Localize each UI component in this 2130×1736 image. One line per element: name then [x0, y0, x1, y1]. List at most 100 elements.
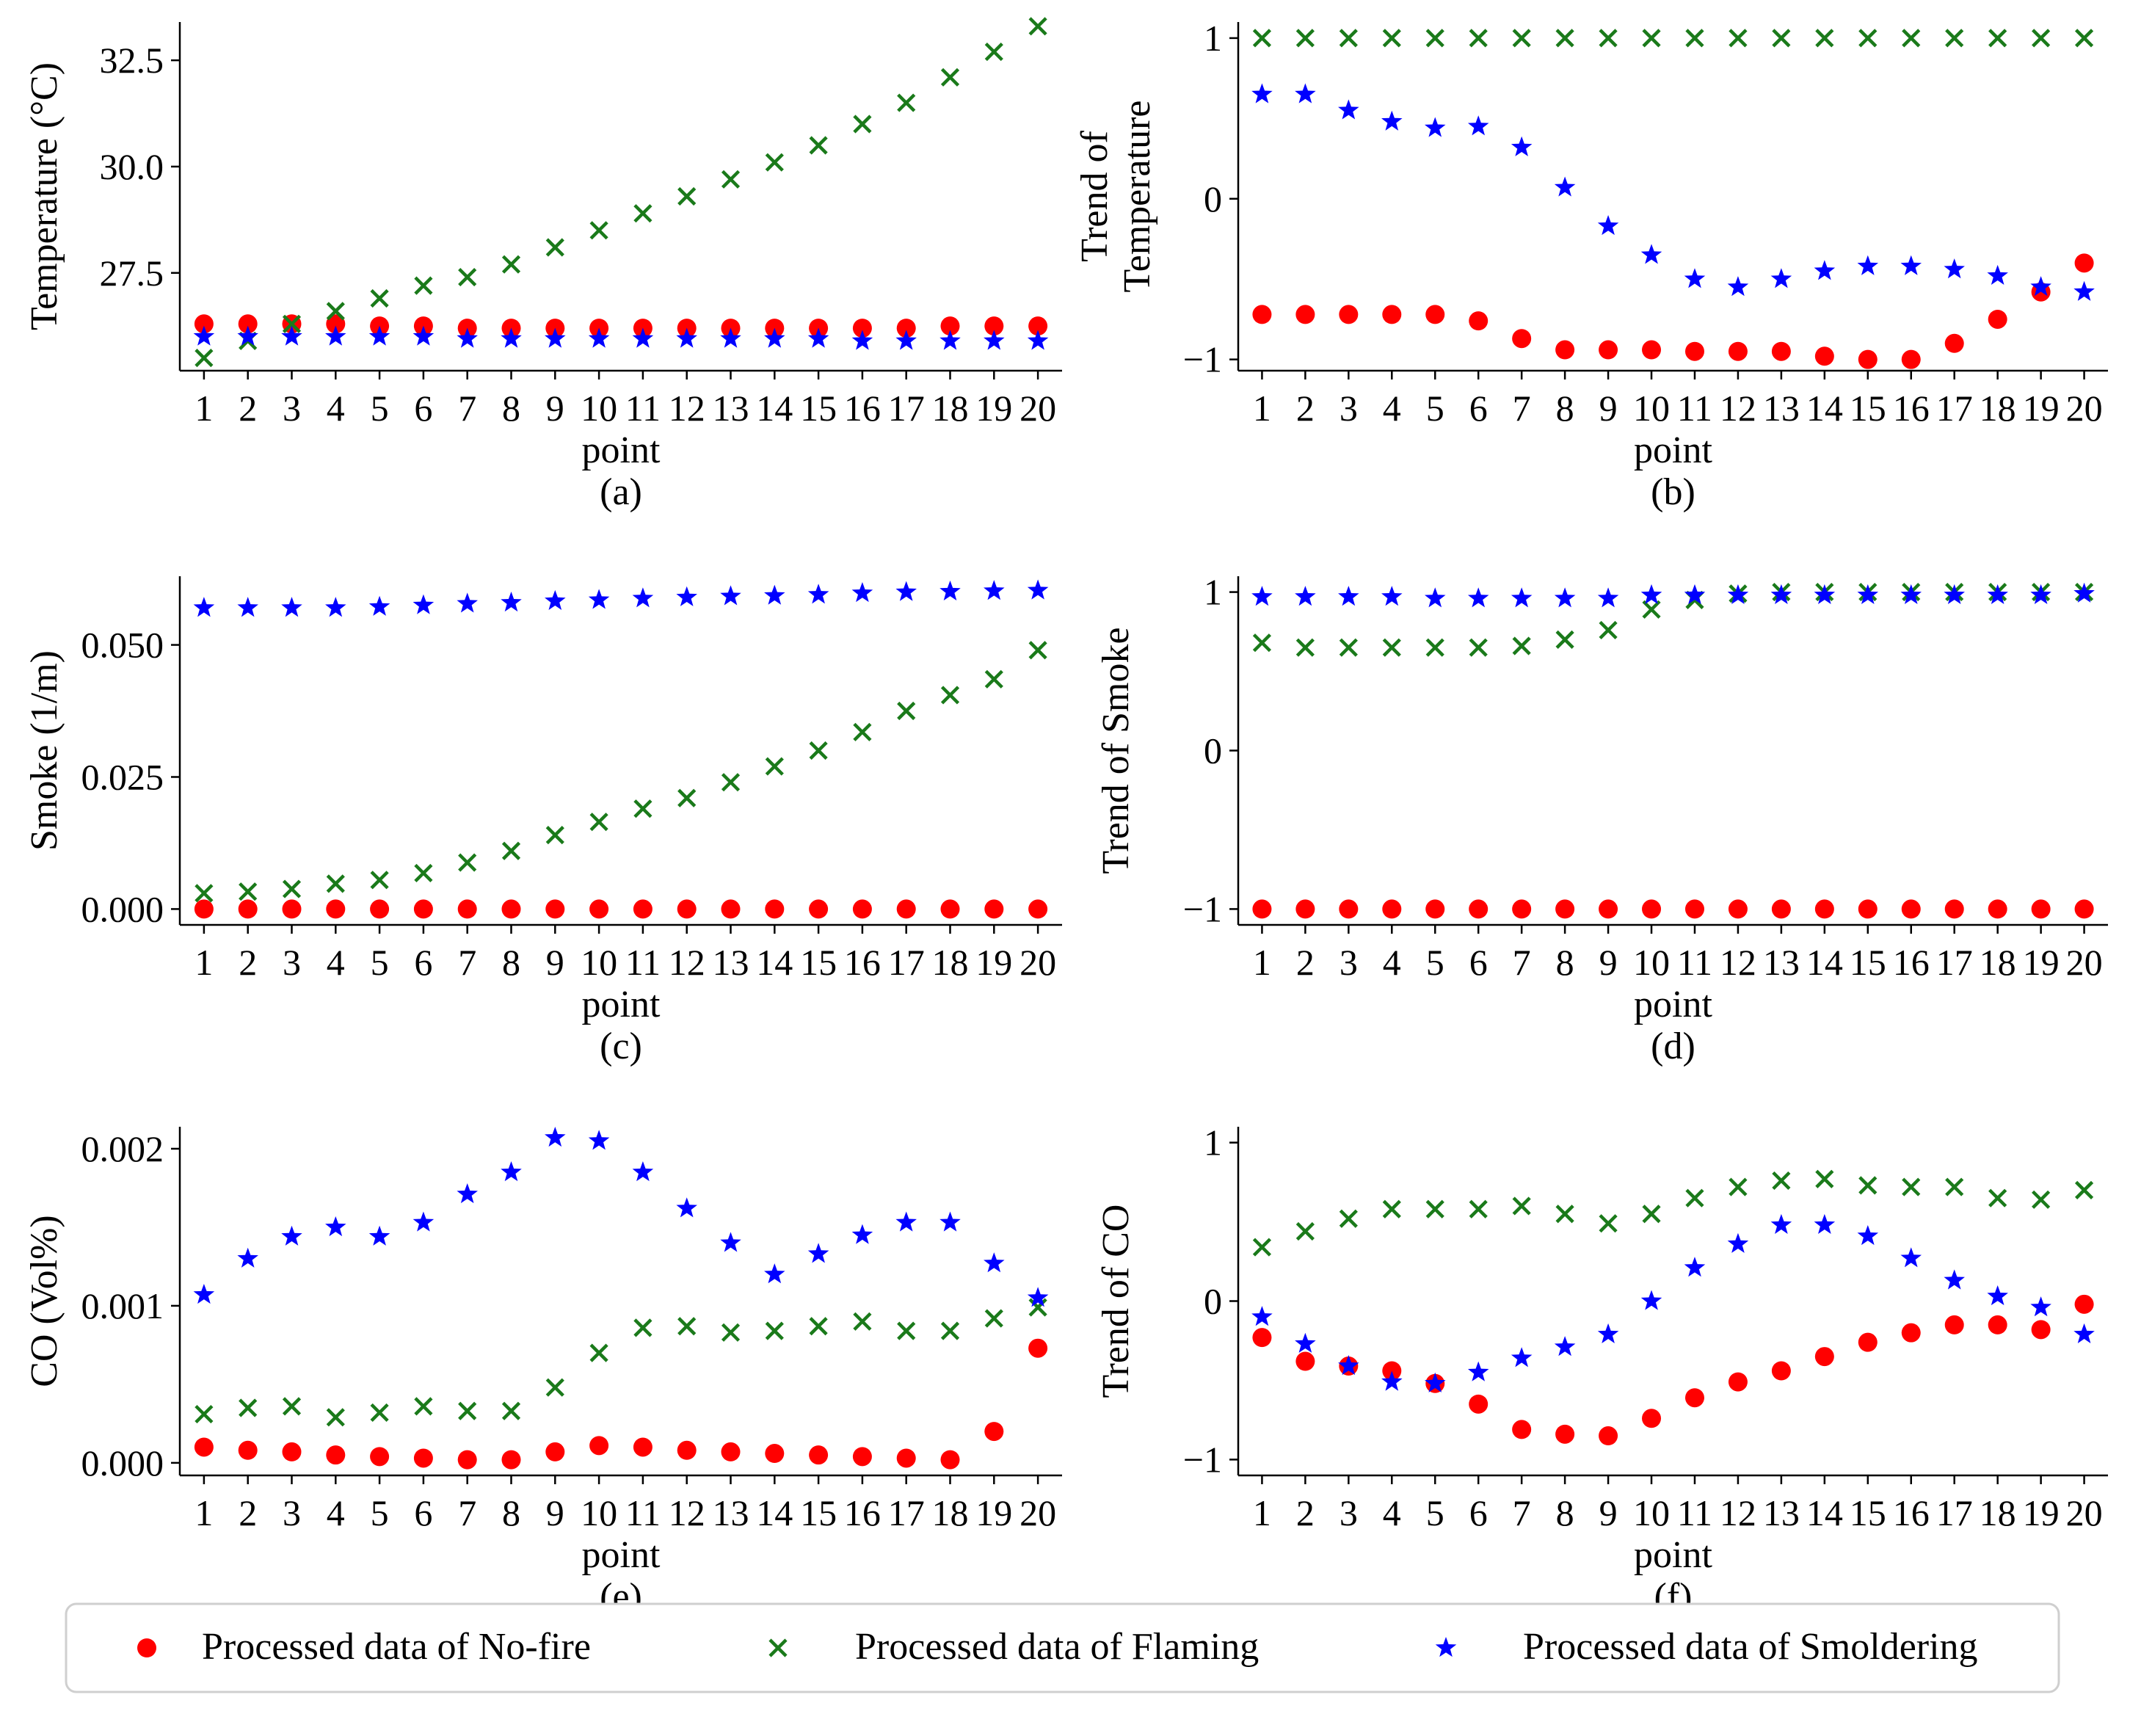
x-tick-label: 17 — [1936, 1492, 1973, 1533]
data-point-nofire — [1028, 1338, 1048, 1358]
data-point-flaming — [809, 136, 828, 155]
data-point-flaming — [1945, 29, 1964, 48]
y-axis-label: CO (Vol%) — [23, 1215, 65, 1387]
data-point-nofire — [1339, 305, 1359, 324]
data-point-smoldering — [1027, 579, 1049, 600]
x-tick-label: 14 — [1806, 388, 1843, 429]
data-point-flaming — [2032, 29, 2051, 48]
x-tick-label: 5 — [371, 942, 389, 983]
data-point-nofire — [1988, 309, 2007, 329]
x-tick-label: 1 — [1253, 1492, 1271, 1533]
data-point-nofire — [633, 1437, 653, 1457]
x-tick-label: 13 — [713, 388, 749, 429]
data-point-flaming — [984, 42, 1003, 62]
x-tick-label: 5 — [371, 388, 389, 429]
x-tick-label: 15 — [1850, 1492, 1886, 1533]
data-point-flaming — [1425, 638, 1444, 657]
data-point-nofire — [457, 899, 477, 919]
data-point-nofire — [413, 899, 433, 919]
data-point-smoldering — [1467, 587, 1489, 608]
x-tick-label: 18 — [1980, 1492, 2016, 1533]
series-flaming — [1252, 1169, 2094, 1257]
data-point-nofire — [1339, 899, 1359, 919]
data-point-smoldering — [676, 327, 697, 348]
panel-caption: (a) — [600, 471, 642, 513]
data-point-smoldering — [1554, 1336, 1576, 1357]
x-tick-label: 1 — [1253, 388, 1271, 429]
y-axis-label: Trend of Smoke — [1095, 627, 1137, 874]
data-point-flaming — [1772, 1171, 1791, 1191]
x-tick-label: 19 — [975, 1492, 1012, 1533]
data-point-smoldering — [895, 330, 917, 350]
x-tick-label: 11 — [1677, 388, 1712, 429]
data-point-smoldering — [1770, 268, 1792, 288]
data-point-nofire — [1858, 1332, 1878, 1352]
y-tick-label: −1 — [1183, 1439, 1222, 1480]
data-point-smoldering — [1987, 1285, 2008, 1306]
x-tick-label: 2 — [239, 942, 257, 983]
data-point-nofire — [282, 899, 302, 919]
x-tick-label: 8 — [502, 1492, 520, 1533]
data-point-smoldering — [501, 1161, 522, 1182]
data-point-smoldering — [1511, 587, 1533, 608]
data-point-smoldering — [237, 597, 258, 617]
x-tick-label: 4 — [1383, 388, 1401, 429]
data-point-flaming — [633, 204, 653, 223]
data-point-smoldering — [1251, 83, 1273, 103]
data-point-smoldering — [1597, 215, 1619, 236]
data-point-nofire — [1295, 305, 1315, 324]
data-point-nofire — [1728, 341, 1748, 361]
y-axis-label: Smoke (1/m) — [23, 650, 65, 851]
y-tick-label: 0.000 — [81, 1442, 164, 1483]
data-point-smoldering — [851, 1224, 873, 1244]
x-tick-label: 19 — [2023, 942, 2060, 983]
x-tick-label: 14 — [1806, 942, 1843, 983]
data-point-nofire — [1901, 349, 1921, 369]
data-point-flaming — [1858, 1176, 1878, 1195]
data-point-nofire — [2074, 253, 2094, 273]
x-tick-label: 12 — [669, 388, 705, 429]
data-point-nofire — [677, 899, 697, 919]
data-point-flaming — [1815, 1169, 1834, 1188]
x-tick-label: 6 — [1469, 942, 1488, 983]
data-point-flaming — [984, 669, 1003, 689]
x-axis-label: point — [1634, 429, 1712, 471]
data-point-nofire — [1988, 1315, 2007, 1334]
data-point-nofire — [2074, 1294, 2094, 1314]
data-point-nofire — [370, 1447, 390, 1467]
x-tick-label: 8 — [1556, 942, 1574, 983]
data-point-flaming — [1685, 29, 1704, 48]
data-point-flaming — [414, 1397, 433, 1416]
data-point-nofire — [852, 319, 872, 338]
x-tick-label: 11 — [625, 942, 661, 983]
data-point-smoldering — [1381, 586, 1403, 606]
x-tick-label: 5 — [371, 1492, 389, 1533]
data-point-nofire — [545, 1442, 565, 1461]
x-tick-label: 2 — [1296, 942, 1315, 983]
x-tick-label: 4 — [1383, 942, 1401, 983]
data-point-nofire — [940, 316, 960, 336]
data-point-flaming — [1902, 1177, 1921, 1196]
data-point-smoldering — [2030, 1296, 2051, 1317]
data-point-nofire — [1512, 329, 1532, 349]
x-tick-label: 5 — [1426, 1492, 1444, 1533]
data-point-smoldering — [1987, 264, 2008, 285]
y-tick-label: 0.001 — [81, 1285, 164, 1326]
x-tick-label: 20 — [2066, 942, 2103, 983]
data-point-nofire — [896, 319, 916, 338]
data-point-nofire — [940, 1450, 960, 1470]
data-point-flaming — [239, 1398, 258, 1417]
series-flaming — [1252, 29, 2094, 48]
data-point-flaming — [1339, 638, 1358, 657]
x-tick-label: 14 — [756, 942, 793, 983]
data-point-smoldering — [457, 327, 478, 348]
data-point-flaming — [589, 221, 608, 240]
data-point-smoldering — [1511, 136, 1533, 156]
data-point-flaming — [589, 1343, 608, 1362]
series-smoldering — [1251, 83, 2095, 301]
x-tick-label: 13 — [1763, 388, 1800, 429]
x-tick-label: 12 — [1720, 1492, 1756, 1533]
panel-a: 27.530.032.51 2 3 4 5 6 7 8 9 10 11 12 13 14 15 16 17 18 1… — [23, 17, 1062, 513]
data-point-flaming — [1772, 29, 1791, 48]
